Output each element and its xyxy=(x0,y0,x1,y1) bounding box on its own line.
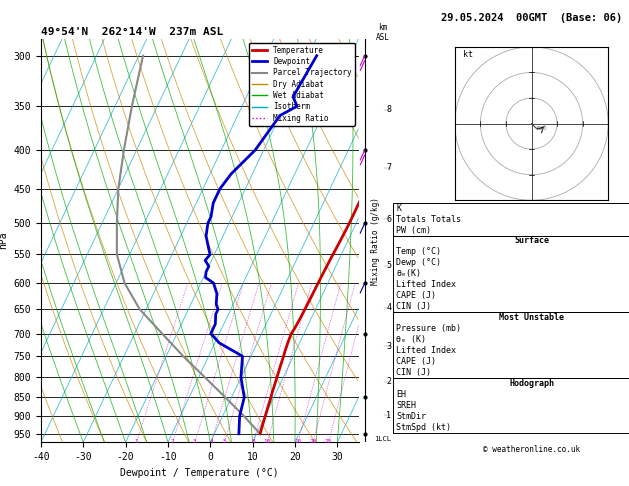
Text: CIN (J): CIN (J) xyxy=(396,368,431,377)
Text: Totals Totals: Totals Totals xyxy=(396,215,461,224)
Text: Temp (°C): Temp (°C) xyxy=(396,247,442,257)
Text: 20: 20 xyxy=(309,439,317,444)
Text: EH: EH xyxy=(396,390,406,399)
Text: SREH: SREH xyxy=(396,400,416,410)
Text: 85: 85 xyxy=(535,126,542,131)
Text: Mixing Ratio (g/kg): Mixing Ratio (g/kg) xyxy=(371,197,381,284)
Text: 3: 3 xyxy=(386,342,391,351)
Text: 6: 6 xyxy=(386,215,391,224)
Text: K: K xyxy=(396,204,401,213)
Text: 10: 10 xyxy=(264,439,271,444)
Text: 16: 16 xyxy=(294,439,302,444)
Text: θₑ (K): θₑ (K) xyxy=(396,335,426,344)
Text: © weatheronline.co.uk: © weatheronline.co.uk xyxy=(483,445,580,454)
Text: StmSpd (kt): StmSpd (kt) xyxy=(396,422,451,432)
Text: 2: 2 xyxy=(386,377,391,386)
Text: 4: 4 xyxy=(209,439,213,444)
Text: km
ASL: km ASL xyxy=(376,23,390,42)
Text: CAPE (J): CAPE (J) xyxy=(396,291,437,300)
Text: CAPE (J): CAPE (J) xyxy=(396,357,437,366)
Text: Pressure (mb): Pressure (mb) xyxy=(396,324,461,333)
Text: 49°54'N  262°14'W  237m ASL: 49°54'N 262°14'W 237m ASL xyxy=(41,27,223,37)
Text: kt: kt xyxy=(462,50,472,59)
Text: PW (cm): PW (cm) xyxy=(396,226,431,235)
X-axis label: Dewpoint / Temperature (°C): Dewpoint / Temperature (°C) xyxy=(120,468,279,478)
Text: 25: 25 xyxy=(325,439,332,444)
Text: Most Unstable: Most Unstable xyxy=(499,313,564,322)
Text: 1LCL: 1LCL xyxy=(374,436,391,442)
Text: Hodograph: Hodograph xyxy=(509,379,554,388)
Text: 2: 2 xyxy=(170,439,174,444)
Text: CIN (J): CIN (J) xyxy=(396,302,431,311)
Legend: Temperature, Dewpoint, Parcel Trajectory, Dry Adiabat, Wet Adiabat, Isotherm, Mi: Temperature, Dewpoint, Parcel Trajectory… xyxy=(248,43,355,125)
Text: 70: 70 xyxy=(540,126,547,131)
Text: Surface: Surface xyxy=(514,237,549,245)
Text: Lifted Index: Lifted Index xyxy=(396,346,456,355)
Text: StmDir: StmDir xyxy=(396,412,426,420)
Text: 4: 4 xyxy=(386,303,391,312)
Text: 7: 7 xyxy=(386,163,391,172)
Y-axis label: hPa: hPa xyxy=(0,232,8,249)
Text: 5: 5 xyxy=(223,439,226,444)
Text: 5: 5 xyxy=(386,261,391,270)
Text: 8: 8 xyxy=(252,439,255,444)
Text: 8: 8 xyxy=(386,105,391,115)
Text: 1: 1 xyxy=(386,411,391,420)
Text: θₑ(K): θₑ(K) xyxy=(396,269,421,278)
Text: 3: 3 xyxy=(193,439,197,444)
Text: 1: 1 xyxy=(135,439,138,444)
Text: Dewp (°C): Dewp (°C) xyxy=(396,259,442,267)
Text: 29.05.2024  00GMT  (Base: 06): 29.05.2024 00GMT (Base: 06) xyxy=(441,13,622,23)
Text: Lifted Index: Lifted Index xyxy=(396,280,456,289)
